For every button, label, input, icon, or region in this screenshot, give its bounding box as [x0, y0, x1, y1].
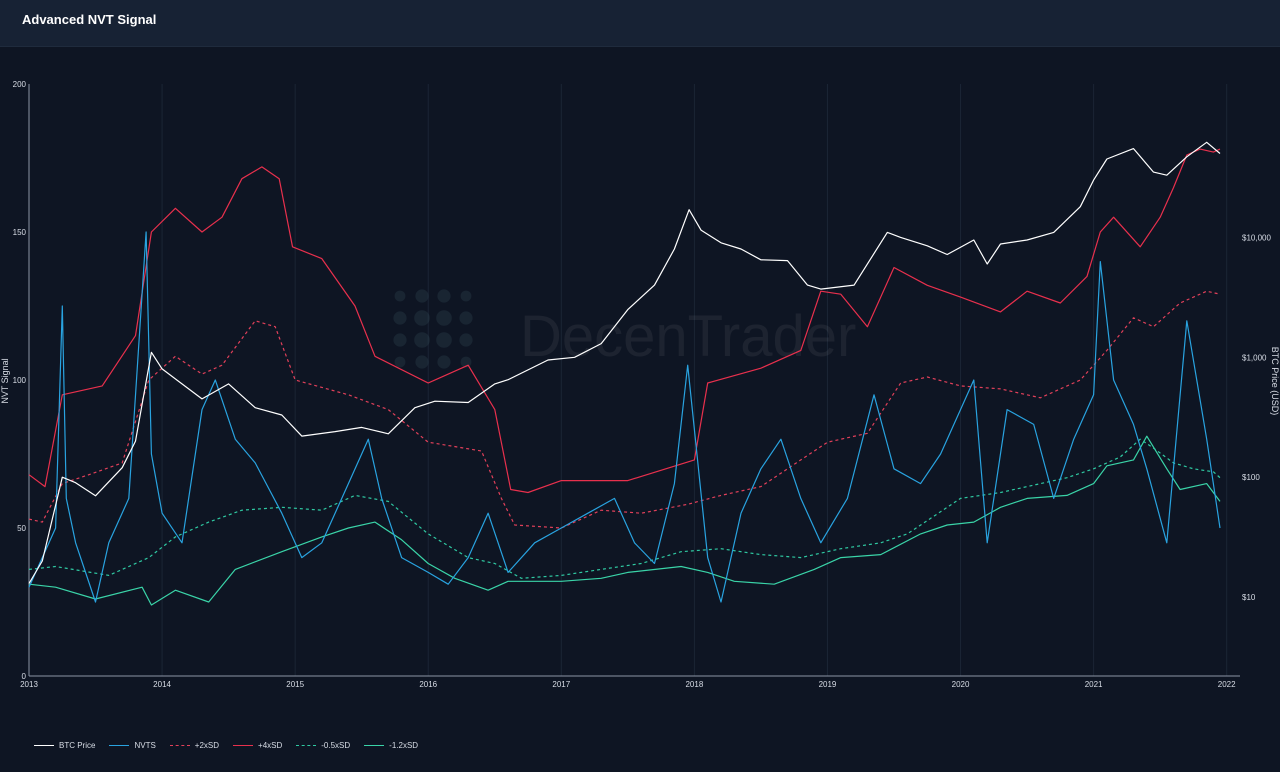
watermark-dot [459, 311, 473, 325]
legend-swatch [169, 744, 190, 746]
watermark-dot [460, 356, 472, 368]
x-tick-label: 2017 [552, 680, 570, 689]
x-tick-label: 2014 [153, 680, 171, 689]
chart-axes [28, 84, 1240, 677]
y-tick-label: 150 [13, 228, 27, 237]
x-tick-label: 2022 [1218, 680, 1236, 689]
legend-label: NVTS [134, 740, 156, 750]
x-tick-label: 2013 [20, 680, 38, 689]
legend-label: BTC Price [59, 740, 96, 750]
x-tick-label: 2018 [685, 680, 703, 689]
legend-label: +2xSD [194, 740, 220, 750]
watermark-dot [393, 311, 407, 325]
page-title: Advanced NVT Signal [22, 12, 157, 27]
legend-item-btc[interactable]: BTC Price [34, 741, 95, 750]
y2-tick-label: $10,000 [1242, 233, 1271, 242]
watermark-logo-icon [393, 289, 473, 369]
x-tick-label: 2020 [952, 680, 970, 689]
chart-header-bar: Advanced NVT Signal [0, 0, 1280, 47]
legend-swatch [109, 744, 130, 746]
legend-label: -1.2xSD [389, 740, 419, 750]
watermark-dot [414, 310, 430, 326]
series-line-btc [28, 141, 1221, 584]
watermark: DecenTrader [393, 289, 856, 369]
chart-ticks: 2013 2014 2015 2016 2017 2018 2019 2020 2021 2022… [13, 80, 1272, 689]
legend-item-nvts[interactable]: NVTS [109, 740, 156, 750]
y-tick-label: 100 [13, 376, 27, 385]
chart-series [28, 141, 1221, 606]
watermark-text: DecenTrader [520, 304, 856, 369]
legend-swatch [34, 744, 54, 746]
legend-item-minus12[interactable]: -1.2xSD [364, 741, 418, 750]
watermark-dot [437, 289, 451, 303]
series-line-plus2 [28, 290, 1221, 529]
x-tick-label: 2021 [1085, 680, 1103, 689]
series-line-minus12 [28, 435, 1221, 606]
y2-tick-label: $100 [1242, 473, 1260, 482]
watermark-dot [459, 333, 473, 347]
legend-label: +4xSD [258, 740, 283, 750]
y-tick-label: 50 [17, 524, 26, 533]
series-line-minus05 [28, 438, 1221, 579]
watermark-dot [437, 355, 451, 369]
watermark-dot [415, 289, 429, 303]
series-line-plus4 [28, 148, 1221, 494]
watermark-dot [460, 290, 472, 302]
watermark-dot [415, 355, 429, 369]
y-tick-label: 0 [22, 672, 27, 681]
chart-legend[interactable]: BTC Price NVTS +2xSD +4xSD -0.5xSD -1.2xSD [34, 737, 432, 753]
nvt-chart: DecenTrader 2013 2014 2015 2016 2017 2018 2019… [0, 80, 1280, 689]
watermark-dot [436, 332, 452, 348]
chart-grid [28, 84, 1228, 676]
x-tick-label: 2015 [286, 680, 304, 689]
legend-item-plus2[interactable]: +2xSD [169, 740, 220, 750]
watermark-dot [393, 333, 407, 347]
legend-swatch [364, 744, 385, 746]
watermark-dot [436, 310, 452, 326]
x-tick-label: 2016 [419, 680, 437, 689]
series-line-nvts [28, 231, 1221, 603]
y2-axis-label: BTC Price (USD) [1270, 347, 1280, 416]
watermark-dot [394, 290, 406, 302]
legend-label: -0.5xSD [321, 740, 351, 750]
y-tick-label: 200 [13, 80, 27, 89]
x-tick-label: 2019 [819, 680, 837, 689]
legend-swatch [233, 744, 254, 746]
legend-swatch [296, 744, 317, 746]
legend-item-minus05[interactable]: -0.5xSD [296, 741, 350, 750]
legend-item-plus4[interactable]: +4xSD [233, 741, 282, 750]
watermark-dot [394, 356, 406, 368]
watermark-dot [414, 332, 430, 348]
y2-tick-label: $1,000 [1242, 353, 1267, 362]
y2-tick-label: $10 [1242, 593, 1256, 602]
y-axis-label: NVT Signal [0, 358, 10, 403]
